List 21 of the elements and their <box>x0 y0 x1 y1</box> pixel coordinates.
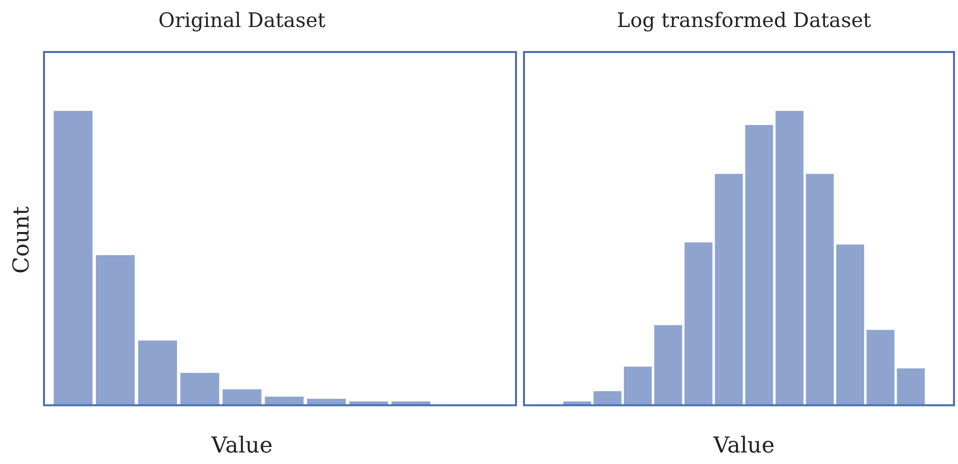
bar <box>866 330 894 406</box>
bar <box>222 389 262 406</box>
bar <box>654 325 682 406</box>
bar <box>806 174 834 406</box>
x-axis-title: Value <box>712 434 775 459</box>
bar <box>714 174 743 406</box>
bar <box>836 244 864 406</box>
bar <box>745 124 774 406</box>
bar <box>594 391 622 406</box>
chart-title: Log transformed Dataset <box>616 8 872 32</box>
y-axis-title: Count <box>10 206 34 274</box>
x-axis-title: Value <box>210 434 273 459</box>
chart-title: Original Dataset <box>158 8 326 32</box>
bar <box>776 110 804 406</box>
bar <box>896 368 925 406</box>
bar <box>138 340 177 406</box>
bar <box>180 372 220 406</box>
bar <box>624 366 652 406</box>
bar <box>54 110 93 406</box>
bar <box>96 255 135 406</box>
bar <box>684 242 712 406</box>
